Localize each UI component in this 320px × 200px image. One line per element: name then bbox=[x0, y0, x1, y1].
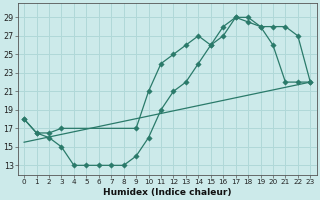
X-axis label: Humidex (Indice chaleur): Humidex (Indice chaleur) bbox=[103, 188, 231, 197]
